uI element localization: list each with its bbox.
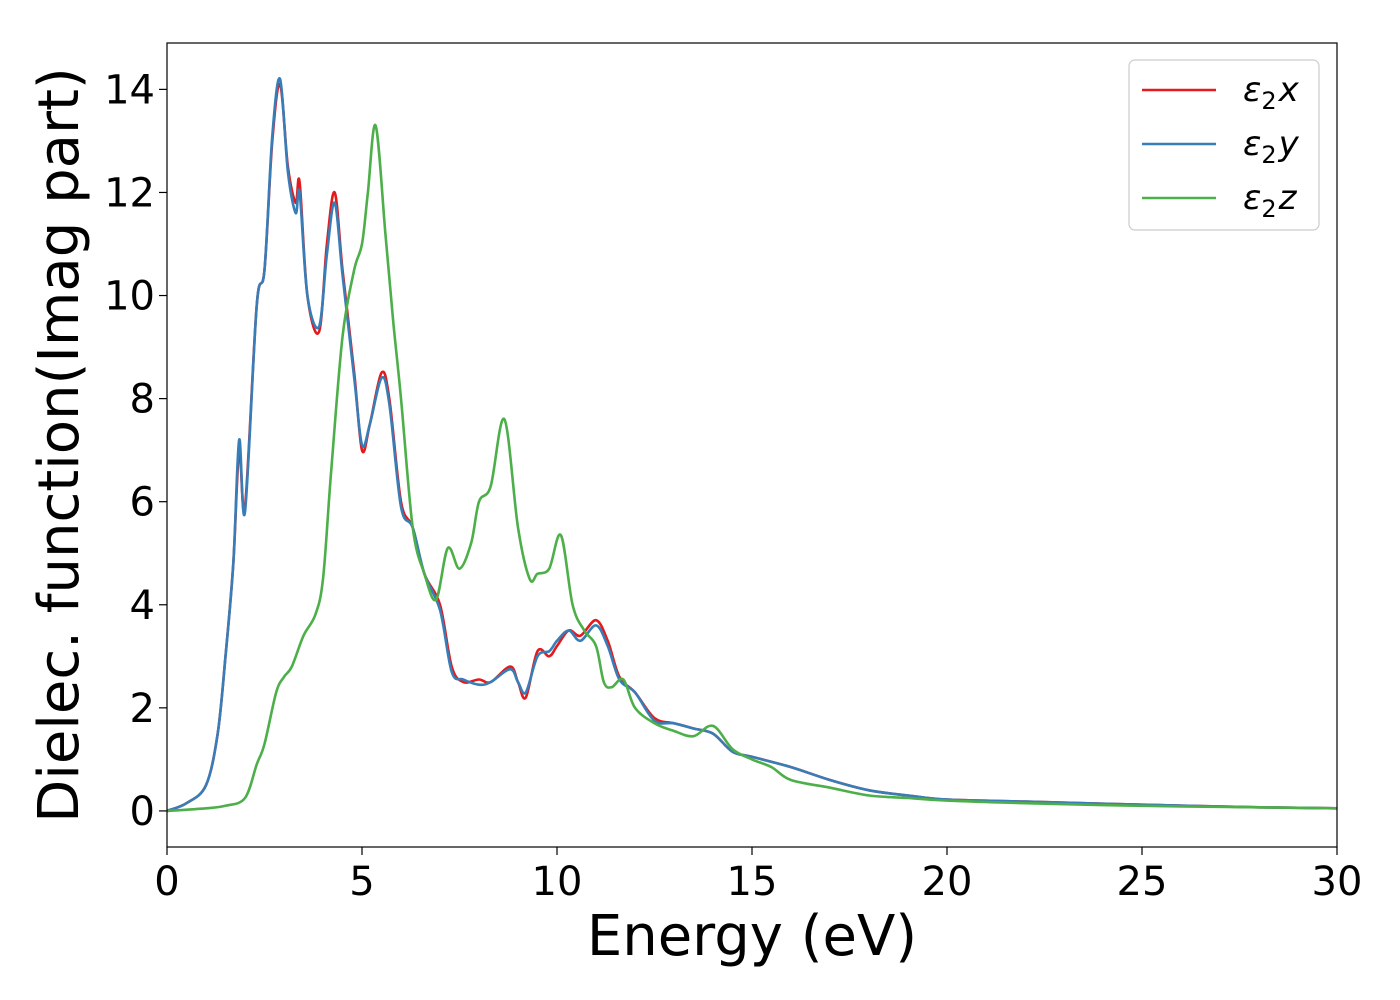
x-tick-label: 10 xyxy=(532,859,583,905)
x-tick-label: 30 xyxy=(1312,859,1363,905)
series-layer xyxy=(166,77,1338,813)
series-line-z xyxy=(166,123,1338,813)
legend: ε2x ε2y ε2z xyxy=(1128,59,1320,231)
series-line-y xyxy=(166,77,1338,813)
y-tick-label: 10 xyxy=(104,274,155,320)
x-tick-label: 25 xyxy=(1117,859,1168,905)
y-tick-label: 14 xyxy=(104,67,155,113)
y-tick-label: 4 xyxy=(130,583,155,629)
legend-label-y: ε2y xyxy=(1243,124,1300,169)
y-tick-label: 12 xyxy=(104,170,155,216)
x-axis-title: Energy (eV) xyxy=(587,904,917,969)
x-tick-label: 20 xyxy=(922,859,973,905)
legend-label-z: ε2z xyxy=(1243,178,1298,223)
x-tick-label: 15 xyxy=(727,859,778,905)
y-axis-title: Dielec. function(Imag part) xyxy=(27,67,92,823)
x-tick-label: 5 xyxy=(349,859,374,905)
y-tick-label: 2 xyxy=(130,686,155,732)
legend-label-x: ε2x xyxy=(1243,70,1300,115)
y-tick-label: 8 xyxy=(130,377,155,423)
y-tick-label: 6 xyxy=(130,480,155,526)
y-axis: 0 2 4 6 8 10 12 14 xyxy=(104,67,167,835)
legend-box xyxy=(1128,59,1320,231)
x-axis: 0 5 10 15 20 25 30 xyxy=(154,847,1362,905)
x-tick-label: 0 xyxy=(154,859,179,905)
y-tick-label: 0 xyxy=(130,789,155,835)
